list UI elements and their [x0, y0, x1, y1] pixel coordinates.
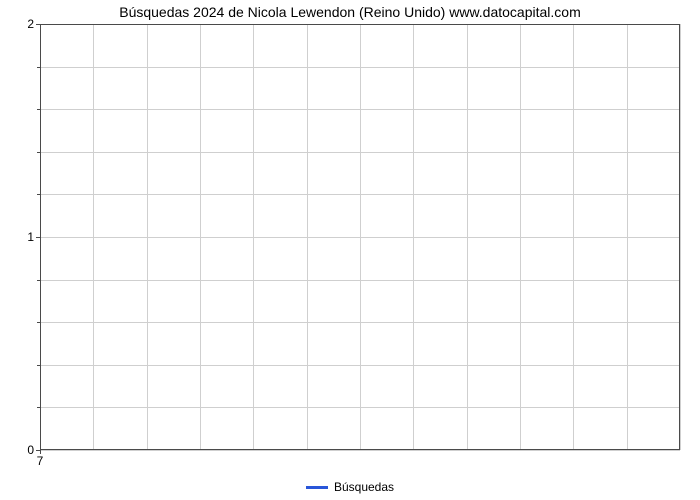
ytick-label: 1 [27, 230, 40, 244]
grid-h-major [40, 450, 680, 451]
grid-v [253, 24, 254, 450]
grid-v [40, 24, 41, 450]
grid-v [680, 24, 681, 450]
grid-v [93, 24, 94, 450]
grid-v [360, 24, 361, 450]
grid-v [307, 24, 308, 450]
grid-v [147, 24, 148, 450]
grid-v [413, 24, 414, 450]
chart-container: Búsquedas 2024 de Nicola Lewendon (Reino… [0, 0, 700, 500]
chart-title: Búsquedas 2024 de Nicola Lewendon (Reino… [0, 4, 700, 20]
legend: Búsquedas [0, 479, 700, 494]
grid-v [467, 24, 468, 450]
legend-label: Búsquedas [334, 480, 394, 494]
plot-area: 0127 [40, 24, 680, 450]
grid-v [573, 24, 574, 450]
grid-v [627, 24, 628, 450]
grid-v [520, 24, 521, 450]
legend-swatch [306, 486, 328, 489]
ytick-label: 2 [27, 17, 40, 31]
xtick-mark [40, 450, 41, 454]
grid-v [200, 24, 201, 450]
